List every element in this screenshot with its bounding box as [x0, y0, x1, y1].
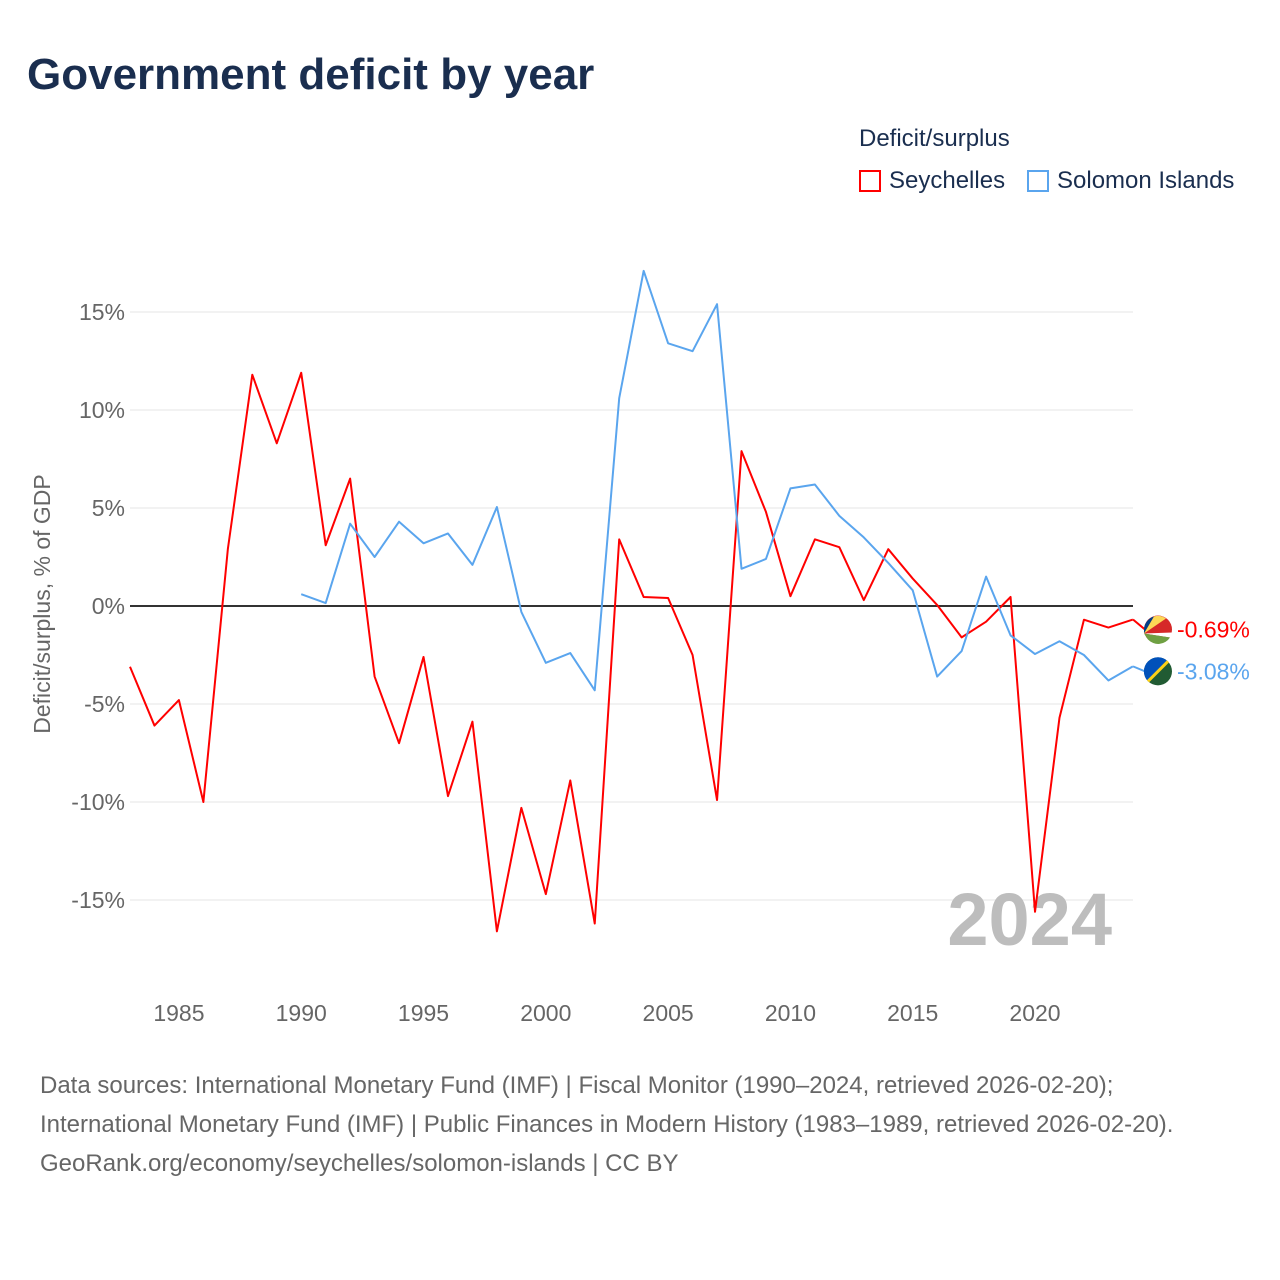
x-tick-label: 2015 — [887, 1000, 938, 1026]
source-link[interactable]: GeoRank.org/economy/seychelles/solomon-i… — [40, 1150, 679, 1177]
flag-stripe — [1144, 633, 1170, 644]
series-line-seychelles — [129, 371, 1134, 933]
end-value-label: -3.08% — [1177, 658, 1250, 684]
legend-swatch — [1027, 170, 1049, 192]
source-line: International Monetary Fund (IMF) | Publ… — [40, 1111, 1174, 1138]
x-tick-label: 2010 — [765, 1000, 816, 1026]
y-tick-label: -5% — [84, 691, 125, 717]
legend-title: Deficit/surplus — [859, 125, 1010, 152]
flag-stripe — [1144, 632, 1172, 638]
y-tick-label: 15% — [79, 299, 125, 325]
legend-label: Seychelles — [889, 167, 1006, 194]
flag-stripe — [1146, 660, 1170, 683]
y-tick-label: 0% — [92, 593, 125, 619]
end-connector — [1132, 665, 1146, 673]
series-line-solomon-islands — [300, 269, 1134, 692]
y-tick-label: -15% — [71, 887, 125, 913]
source-note: Data sources: International Monetary Fun… — [40, 1066, 1240, 1183]
x-tick-label: 2005 — [643, 1000, 694, 1026]
legend-item-solomon-islands[interactable]: Solomon Islands — [1027, 167, 1234, 195]
y-axis-label: Deficit/surplus, % of GDP — [29, 474, 55, 733]
x-tick-label: 1995 — [398, 1000, 449, 1026]
legend-label: Solomon Islands — [1057, 167, 1235, 194]
x-tick-label: 2020 — [1009, 1000, 1060, 1026]
year-watermark: 2024 — [947, 878, 1112, 961]
end-value-label: -0.69% — [1177, 617, 1250, 643]
y-tick-label: 5% — [92, 495, 125, 521]
page-title: Government deficit by year — [27, 50, 595, 99]
flag-stripe — [1144, 615, 1166, 634]
x-tick-label: 1990 — [276, 1000, 327, 1026]
y-tick-label: 10% — [79, 397, 125, 423]
legend-item-seychelles[interactable]: Seychelles — [859, 167, 1005, 195]
flag-field — [1143, 657, 1168, 682]
x-tick-label: 1985 — [153, 1000, 204, 1026]
x-tick-label: 2000 — [520, 1000, 571, 1026]
source-line: Data sources: International Monetary Fun… — [40, 1072, 1114, 1099]
y-tick-label: -10% — [71, 789, 125, 815]
end-connector — [1132, 618, 1146, 631]
legend-swatch — [859, 170, 881, 192]
